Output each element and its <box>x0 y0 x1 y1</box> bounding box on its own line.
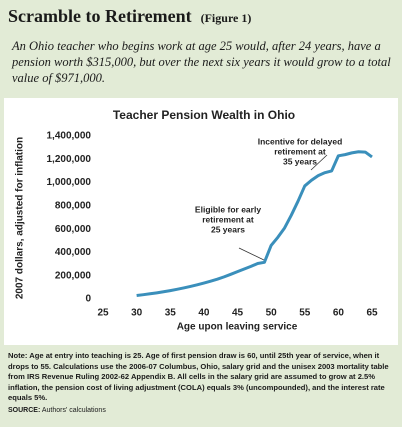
annotation: Eligible for early <box>195 204 261 214</box>
x-tick-label: 60 <box>333 308 345 319</box>
x-axis-label: Age upon leaving service <box>177 322 298 333</box>
x-tick-label: 30 <box>131 308 143 319</box>
x-tick-label: 45 <box>232 308 244 319</box>
y-tick-label: 1,000,000 <box>47 177 92 188</box>
annotation: retirement at <box>274 146 326 156</box>
y-tick-label: 1,200,000 <box>47 154 92 165</box>
source-label: SOURCE: <box>8 407 41 414</box>
annotation: 35 years <box>283 156 317 166</box>
chart: Teacher Pension Wealth in Ohio 2007 doll… <box>15 108 378 333</box>
annotation-pointer <box>238 247 267 262</box>
x-tick-label: 35 <box>165 308 177 319</box>
figure-label: (Figure 1) <box>200 11 252 25</box>
y-tick-label: 0 <box>85 294 91 305</box>
annotation: 25 years <box>211 224 245 234</box>
y-tick-label: 600,000 <box>55 224 92 235</box>
chart-title: Teacher Pension Wealth in Ohio <box>113 108 295 122</box>
intro: An Ohio teacher who begins work at age 2… <box>12 39 391 85</box>
source-text: Authors' calculations <box>41 407 106 414</box>
x-tick-label: 25 <box>97 308 109 319</box>
annotation: retirement at <box>202 214 254 224</box>
x-tick-label: 55 <box>299 308 311 319</box>
notes-text: Age at entry into teaching is 25. Age of… <box>8 351 389 403</box>
y-tick-label: 1,400,000 <box>47 131 92 142</box>
y-tick-label: 800,000 <box>55 200 92 211</box>
annotation-pointer <box>310 154 328 171</box>
line-series <box>136 150 373 297</box>
y-tick-label: 200,000 <box>55 270 92 281</box>
y-tick-label: 400,000 <box>55 247 92 258</box>
title: Scramble to Retirement <box>8 6 192 26</box>
x-tick-label: 65 <box>366 308 378 319</box>
x-tick-label: 50 <box>266 308 278 319</box>
source: SOURCE: Authors' calculations <box>8 407 106 414</box>
chart-box: Teacher Pension Wealth in Ohio 2007 doll… <box>4 98 398 345</box>
y-axis-label: 2007 dollars, adjusted for inflation <box>15 137 26 299</box>
notes: Note: Age at entry into teaching is 25. … <box>8 351 396 404</box>
notes-label: Note: <box>8 351 28 360</box>
x-tick-label: 40 <box>198 308 210 319</box>
annotation: Incentive for delayed <box>258 136 343 146</box>
figure-title: Scramble to Retirement (Figure 1) <box>8 6 251 27</box>
